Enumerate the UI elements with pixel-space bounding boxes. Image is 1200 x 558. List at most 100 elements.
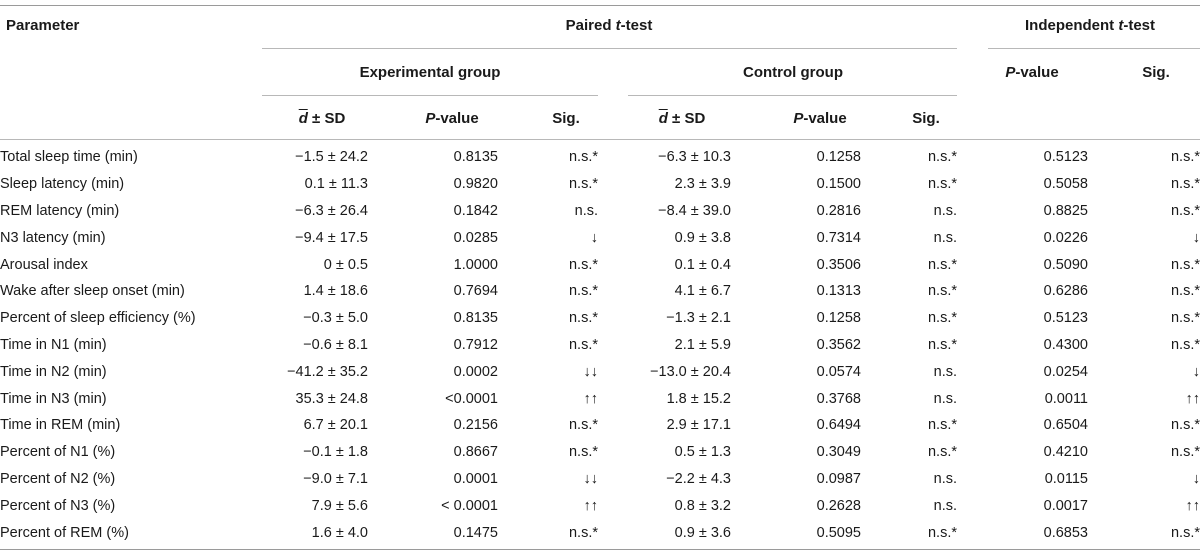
exp-p-value-cell: <0.0001 — [445, 390, 498, 407]
ind-p-value-cell: 0.0226 — [1043, 229, 1088, 246]
spacer-cell — [957, 466, 988, 493]
bottom-rule — [0, 549, 1200, 550]
ind-p-value-cell: 0.5123 — [1043, 149, 1088, 166]
ctl-mean-diff-cell: 4.1 ± 6.7 — [674, 283, 731, 300]
ind-p-value-cell: 0.0017 — [1043, 497, 1088, 514]
ind-sig-cell: ↑↑ — [1185, 390, 1200, 407]
paired-t-test-header: Paired t-test — [566, 17, 653, 34]
ctl-mean-diff-cell: −13.0 ± 20.4 — [650, 363, 731, 380]
parameter-cell: Time in N1 (min) — [0, 336, 107, 353]
exp-p-value-cell: 0.9820 — [453, 176, 498, 193]
exp-mean-diff-cell: −0.3 ± 5.0 — [303, 310, 368, 327]
ctl-sig-cell: n.s. — [933, 202, 957, 219]
ind-sig-header: Sig. — [1142, 64, 1170, 81]
parameter-cell: Total sleep time (min) — [0, 149, 138, 166]
exp-sig-cell: n.s.* — [568, 310, 598, 327]
ctl-mean-diff-cell: 1.8 ± 15.2 — [666, 390, 731, 407]
ind-p-value-cell: 0.4300 — [1043, 336, 1088, 353]
exp-p-value-cell: 0.8135 — [453, 310, 498, 327]
exp-mean-diff-cell: −0.1 ± 1.8 — [303, 444, 368, 461]
exp-mean-diff-cell: 35.3 ± 24.8 — [295, 390, 368, 407]
ctl-p-value-cell: 0.3049 — [816, 444, 861, 461]
experimental-underline — [262, 95, 598, 96]
ind-sig-cell: n.s.* — [1170, 283, 1200, 300]
exp-sig-cell: n.s.* — [568, 524, 598, 541]
ctl-p-value-cell: 0.1313 — [816, 283, 861, 300]
exp-sig-cell: n.s.* — [568, 149, 598, 166]
exp-p-value-cell: 0.7694 — [453, 283, 498, 300]
ctl-p-value-cell: 0.2816 — [816, 202, 861, 219]
exp-mean-diff-cell: 0.1 ± 11.3 — [304, 176, 368, 193]
parameter-cell: Time in N2 (min) — [0, 363, 107, 380]
ctl-sig-cell: n.s. — [933, 229, 957, 246]
ctl-sig-cell: n.s. — [933, 470, 957, 487]
exp-p-value-header: P-value — [425, 110, 478, 127]
table-row: N3 latency (min) −9.4 ± 17.5 0.0285 ↓ 0.9 ± … — [0, 224, 1200, 251]
ctl-p-value-cell: 0.5095 — [816, 524, 861, 541]
control-underline — [628, 95, 957, 96]
ctl-sig-cell: n.s.* — [927, 524, 957, 541]
exp-mean-diff-cell: −9.0 ± 7.1 — [303, 470, 368, 487]
ctl-mean-diff-cell: 0.8 ± 3.2 — [674, 497, 731, 514]
exp-mean-diff-cell: 1.4 ± 18.6 — [303, 283, 368, 300]
ctl-mean-diff-cell: −8.4 ± 39.0 — [658, 202, 731, 219]
ind-p-value-cell: 0.6853 — [1043, 524, 1088, 541]
ctl-mean-diff-cell: 0.1 ± 0.4 — [674, 256, 731, 273]
experimental-group-header: Experimental group — [359, 64, 501, 81]
exp-mean-diff-cell: 6.7 ± 20.1 — [303, 417, 368, 434]
ind-p-value-cell: 0.5058 — [1043, 176, 1088, 193]
spacer-cell — [957, 492, 988, 519]
ctl-sig-cell: n.s.* — [927, 417, 957, 434]
independent-underline — [988, 48, 1200, 49]
ind-sig-cell: n.s.* — [1170, 444, 1200, 461]
table-row: Time in N3 (min) 35.3 ± 24.8 <0.0001 ↑↑ 1.8 … — [0, 385, 1200, 412]
spacer-cell — [598, 305, 628, 332]
table-row: Arousal index 0 ± 0.5 1.0000 n.s.* 0.1 ± 0.4… — [0, 251, 1200, 278]
spacer-cell — [957, 305, 988, 332]
exp-sig-cell: ↓↓ — [583, 470, 599, 487]
pm-sd: ± SD — [307, 110, 346, 127]
table-row: Time in N2 (min) −41.2 ± 35.2 0.0002 ↓↓ −13.… — [0, 358, 1200, 385]
spacer-cell — [957, 278, 988, 305]
exp-mean-diff-cell: −0.6 ± 8.1 — [303, 336, 368, 353]
parameter-cell: Wake after sleep onset (min) — [0, 283, 185, 300]
ind-sig-cell: n.s.* — [1170, 149, 1200, 166]
ind-p-value-cell: 0.5123 — [1043, 310, 1088, 327]
parameter-cell: Percent of sleep efficiency (%) — [0, 310, 196, 327]
table-row: Time in N1 (min) −0.6 ± 8.1 0.7912 n.s.* 2.1… — [0, 332, 1200, 359]
spacer-cell — [957, 144, 988, 171]
table-row: REM latency (min) −6.3 ± 26.4 0.1842 n.s. −8… — [0, 198, 1200, 225]
paired-t-italic: t — [615, 17, 621, 34]
ctl-p-value-cell: 0.2628 — [816, 497, 861, 514]
exp-p-value-cell: < 0.0001 — [441, 497, 498, 514]
parameter-cell: Percent of REM (%) — [0, 524, 129, 541]
parameter-cell: Time in N3 (min) — [0, 390, 107, 407]
ctl-sig-cell: n.s.* — [927, 149, 957, 166]
parameter-cell: Sleep latency (min) — [0, 176, 125, 193]
exp-sig-cell: n.s.* — [568, 176, 598, 193]
pm-sd: ± SD — [667, 110, 706, 127]
d-bar: d — [298, 109, 309, 127]
independent-t-test-header: Independent t-test — [1025, 17, 1155, 34]
ctl-p-value-cell: 0.6494 — [816, 417, 861, 434]
ctl-sig-cell: n.s. — [933, 363, 957, 380]
spacer-cell — [957, 385, 988, 412]
paired-post: -test — [620, 17, 653, 34]
spacer-cell — [957, 358, 988, 385]
ind-p-value-cell: 0.0011 — [1044, 390, 1088, 407]
exp-mean-diff-cell: −1.5 ± 24.2 — [295, 149, 368, 166]
exp-p-value-cell: 0.7912 — [453, 336, 498, 353]
parameter-cell: Arousal index — [0, 256, 88, 273]
spacer-cell — [598, 466, 628, 493]
independent-pre: Independent — [1024, 17, 1119, 34]
exp-sig-header: Sig. — [552, 110, 580, 127]
control-group-header: Control group — [743, 64, 843, 81]
p-rest: -value — [803, 110, 847, 127]
p-italic: P — [425, 110, 436, 127]
exp-sig-cell: n.s. — [574, 202, 598, 219]
ind-sig-cell: n.s.* — [1170, 524, 1200, 541]
parameter-header: Parameter — [6, 17, 80, 34]
exp-sig-cell: ↑↑ — [583, 390, 599, 407]
ctl-sig-cell: n.s.* — [927, 283, 957, 300]
ctl-mean-diff-cell: −6.3 ± 10.3 — [658, 149, 731, 166]
